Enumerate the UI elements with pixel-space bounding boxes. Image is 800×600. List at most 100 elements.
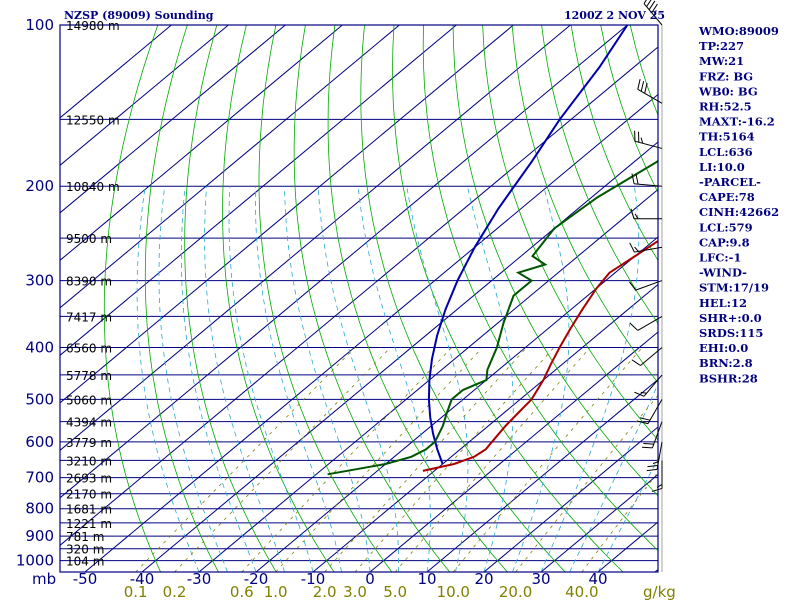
pressure-tick-label: 900 <box>25 527 54 545</box>
moist-adiabat <box>569 383 658 572</box>
height-label: 104 m <box>66 555 104 569</box>
height-label: 9500 m <box>66 232 112 246</box>
wind-barb-flag <box>656 484 663 488</box>
wind-barb-flag <box>629 242 635 253</box>
parcel-trace <box>427 25 629 465</box>
wind-barb-flag <box>646 468 658 472</box>
moist-adiabat <box>158 186 228 572</box>
wind-barb-flag <box>651 487 663 492</box>
index-line: SHR+:0.0 <box>699 311 762 325</box>
mixing-ratio-line <box>394 347 591 572</box>
wind-barb-shaft <box>647 399 663 424</box>
plot-frame <box>59 24 659 573</box>
mixing-ratio-line <box>174 347 391 572</box>
wind-barb-shaft <box>637 88 663 104</box>
height-label: 2693 m <box>66 472 112 486</box>
mixing-ratio-line <box>135 347 356 572</box>
wind-barb-flag <box>643 443 654 445</box>
mixing-ratio-tick-label: 2.0 <box>313 583 337 600</box>
dry-adiabat <box>541 25 658 324</box>
temperature-tick-label: -50 <box>73 570 98 588</box>
wind-barb-flag <box>634 391 645 397</box>
wind-barb-flag <box>640 391 647 394</box>
index-line: CAPE:78 <box>699 190 755 204</box>
wind-barb-flag <box>630 208 635 219</box>
index-line: -WIND- <box>699 266 747 280</box>
dry-adiabat <box>392 25 624 572</box>
mixing-ratio-line <box>452 347 643 572</box>
wind-barb-flag <box>640 137 644 144</box>
isotherm <box>60 25 229 166</box>
height-label: 3779 m <box>66 436 112 450</box>
wind-barb-flag <box>644 82 648 94</box>
isotherm <box>60 25 400 309</box>
pressure-tick-label: 300 <box>25 272 54 290</box>
wind-barb <box>637 399 663 425</box>
mixing-ratio-tick-label: 20.0 <box>499 583 532 600</box>
isotherm <box>426 378 658 572</box>
dry-adiabat <box>422 25 658 552</box>
dry-adiabat <box>452 25 658 497</box>
height-label: 6560 m <box>66 341 112 355</box>
wind-barb-flag <box>643 0 647 4</box>
chart-title: NZSP (89009) Sounding <box>64 9 214 22</box>
wind-barb-shaft <box>651 421 663 449</box>
height-label: 5060 m <box>66 393 112 407</box>
index-line: LFC:-1 <box>699 251 741 265</box>
index-line: WMO:89009 <box>698 24 779 38</box>
wind-barb-flag <box>629 322 639 331</box>
index-line: EHI:0.0 <box>699 341 748 355</box>
mixing-ratio-tick-label: 0.6 <box>230 583 254 600</box>
pressure-tick-label: 600 <box>25 433 54 451</box>
mixing-ratio-axis: 0.1 0.2 0.6 1.0 2.0 3.0 5.0 10.0 20.0 40.0 <box>124 583 599 600</box>
pressure-tick-label: 100 <box>25 16 54 34</box>
mixing-ratio-tick-label: 40.0 <box>565 583 598 600</box>
mixing-ratio-tick-label: 0.2 <box>163 583 187 600</box>
index-line: WB0: BG <box>698 84 758 98</box>
dry-adiabat <box>103 25 162 572</box>
moist-adiabat <box>540 186 640 572</box>
height-label: 8390 m <box>66 275 112 289</box>
height-label: 1221 m <box>66 517 112 531</box>
wind-barb <box>643 0 663 26</box>
wind-barb-shaft <box>637 315 663 331</box>
height-label: 10840 m <box>66 180 120 194</box>
height-label: 14980 m <box>66 19 120 33</box>
height-label: 781 m <box>66 530 104 544</box>
wind-barb-shaft <box>634 183 663 187</box>
height-label: 1681 m <box>66 503 112 517</box>
wind-barb-flag <box>634 213 639 220</box>
dewpoint-profile <box>327 159 658 476</box>
wind-barb-flag <box>631 173 635 184</box>
mixing-ratio-line <box>354 347 555 572</box>
isotherm <box>60 25 457 356</box>
index-line: TP:227 <box>699 39 744 53</box>
chart-time: 1200Z 2 NOV 25 <box>564 9 665 22</box>
temperature-tick-label: -30 <box>187 570 212 588</box>
temperature-axis: -50 -40 -30 -20 -10 0 10 20 30 40 <box>73 570 608 588</box>
moist-adiabat <box>512 186 570 572</box>
isotherm <box>483 426 658 572</box>
mixing-ratio-tick-label: 1.0 <box>264 583 288 600</box>
mixing-ratio-line <box>275 347 483 572</box>
wind-barb <box>631 173 663 187</box>
index-line: LCL:579 <box>699 220 753 234</box>
wind-barb-flag <box>637 420 649 425</box>
pressure-unit: mb <box>32 570 56 588</box>
mixing-ratio-unit: g/kg <box>643 583 676 600</box>
index-line: LCL:636 <box>699 145 753 159</box>
index-line: STM:17/19 <box>699 281 769 295</box>
wind-barb-shaft <box>634 140 663 149</box>
mixing-ratio-tick-label: 3.0 <box>343 583 367 600</box>
wind-barb <box>651 460 663 492</box>
pressure-tick-label: 800 <box>25 500 54 518</box>
wind-barb <box>630 208 662 220</box>
wind-barb <box>629 242 663 253</box>
wind-barb <box>641 421 663 449</box>
isotherm <box>60 46 658 546</box>
temperature-tick-label: -20 <box>244 570 269 588</box>
isotherm <box>60 25 628 499</box>
pressure-axis: 100 200 300 400 500 600 700 800 900 1000 <box>16 16 54 570</box>
wind-barb <box>637 78 663 104</box>
